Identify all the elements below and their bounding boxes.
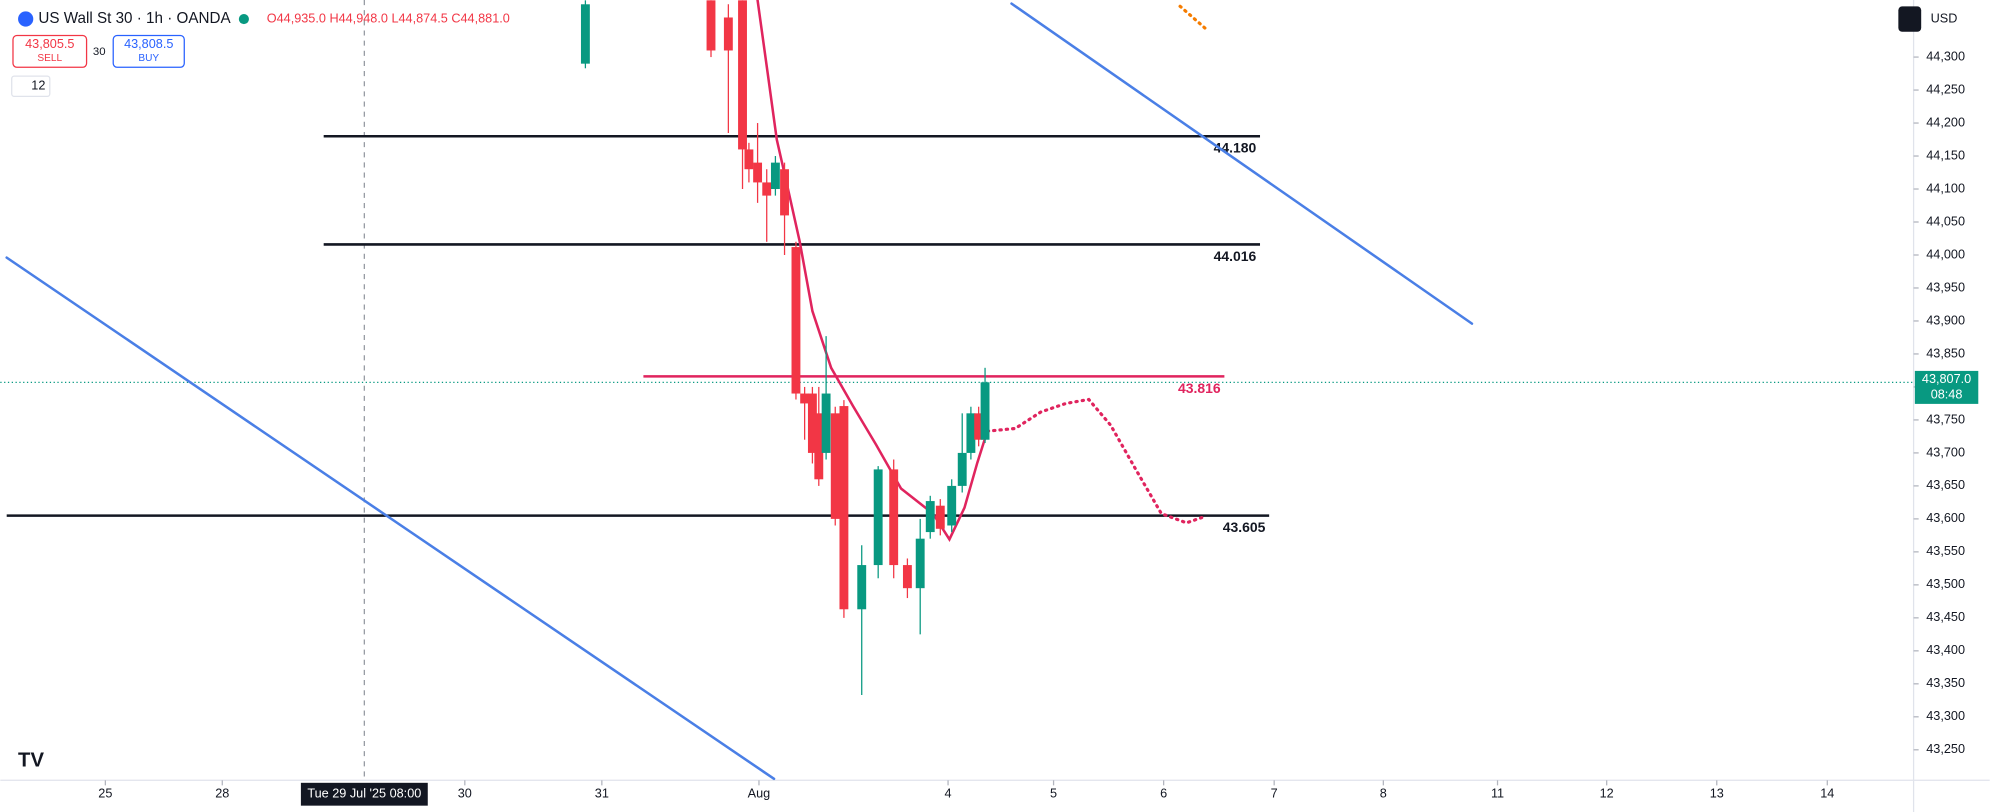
line-series — [5, 256, 776, 781]
candle-body — [770, 162, 780, 190]
y-tick-label: 44,150 — [1926, 148, 1965, 162]
candle-body — [723, 17, 733, 51]
candle-body — [915, 538, 925, 589]
y-tick-label: 43,900 — [1926, 313, 1965, 327]
candle-body — [873, 469, 883, 566]
y-tick-label: 43,700 — [1926, 445, 1965, 459]
crosshair-label: Tue 29 Jul '25 08:00 — [307, 787, 421, 801]
line-series — [985, 397, 1208, 525]
x-tick-label: 11 — [1491, 787, 1504, 801]
candle-body — [744, 149, 754, 170]
x-tick-label: 13 — [1710, 787, 1724, 801]
candle-body — [902, 565, 912, 589]
candle-body — [800, 393, 810, 404]
indicator-count: 12 — [31, 79, 45, 93]
x-tick-label: 25 — [98, 787, 112, 801]
candle-body — [738, 0, 747, 150]
x-tick-label: 6 — [1160, 787, 1167, 801]
sell-button[interactable] — [12, 34, 88, 68]
candle-body — [780, 169, 789, 216]
x-tick-label: 12 — [1600, 787, 1614, 801]
candle-body — [791, 247, 801, 394]
x-tick-label: 30 — [458, 787, 472, 801]
status-dot — [238, 13, 249, 25]
y-tick-label: 43,300 — [1926, 709, 1965, 723]
y-tick-label: 44,050 — [1926, 214, 1965, 228]
level-label: 43.816 — [1178, 380, 1221, 396]
x-tick-label: 31 — [595, 787, 609, 801]
candle-body — [839, 406, 849, 610]
x-tick-label: 7 — [1271, 787, 1278, 801]
y-tick-label: 43,350 — [1926, 676, 1965, 690]
candle-body — [935, 505, 945, 529]
candle-body — [966, 413, 976, 453]
candle-body — [821, 393, 831, 453]
countdown: 08:48 — [1931, 387, 1963, 401]
scale-button[interactable] — [1898, 6, 1922, 32]
line-series — [1010, 2, 1474, 325]
buy-price: 43,808.5 — [124, 37, 173, 51]
candle-body — [957, 452, 967, 486]
y-tick-label: 43,550 — [1926, 544, 1965, 558]
x-tick-label: 8 — [1380, 787, 1387, 801]
candle-body — [857, 565, 867, 610]
logo: TV — [18, 750, 44, 772]
symbol: US Wall St 30 · 1h · OANDA — [38, 10, 231, 27]
x-tick-label: 4 — [945, 787, 952, 801]
y-tick-label: 44,100 — [1926, 181, 1965, 195]
last-price-label: 43,807.0 — [1922, 372, 1971, 386]
currency: USD — [1931, 11, 1958, 25]
buy-button[interactable] — [112, 34, 185, 68]
symbol-icon — [18, 11, 34, 27]
y-tick-label: 43,450 — [1926, 610, 1965, 624]
candle-body — [830, 413, 840, 519]
x-tick-label: 5 — [1050, 787, 1057, 801]
line-series — [756, 0, 989, 542]
candle-body — [807, 393, 817, 453]
y-tick-label: 44,000 — [1926, 247, 1965, 261]
crosshair-label-bg — [300, 782, 428, 806]
x-tick-label: 14 — [1820, 787, 1834, 801]
candle-body — [947, 485, 957, 526]
level-label: 43.605 — [1223, 519, 1266, 535]
sell-price: 43,805.5 — [25, 37, 74, 51]
y-tick-label: 43,600 — [1926, 511, 1965, 525]
sell-label: SELL — [37, 53, 62, 64]
y-tick-label: 43,950 — [1926, 280, 1965, 294]
level-label: 44.016 — [1214, 248, 1257, 264]
spread: 30 — [93, 46, 106, 58]
x-tick-label: Aug — [748, 787, 771, 801]
y-tick-label: 44,300 — [1926, 49, 1965, 63]
last-price-bg — [1914, 370, 1979, 404]
buy-label: BUY — [138, 53, 159, 64]
candle-body — [762, 182, 772, 196]
y-tick-label: 44,200 — [1926, 115, 1965, 129]
x-tick-label: 28 — [215, 787, 229, 801]
y-tick-label: 43,750 — [1926, 412, 1965, 426]
candle-body — [980, 382, 990, 440]
indicators-toggle[interactable] — [11, 75, 51, 98]
candle-body — [925, 501, 935, 533]
candle-body — [580, 4, 590, 64]
candle-body — [753, 162, 763, 183]
y-tick-label: 43,500 — [1926, 577, 1965, 591]
candle-body — [889, 469, 899, 566]
y-tick-label: 43,650 — [1926, 478, 1965, 492]
y-tick-label: 43,250 — [1926, 742, 1965, 756]
candle-body — [974, 413, 984, 440]
ohlc: O44,935.0 H44,948.0 L44,874.5 C44,881.0 — [267, 11, 510, 25]
candle-body — [706, 0, 716, 51]
y-tick-label: 43,850 — [1926, 346, 1965, 360]
y-tick-label: 43,400 — [1926, 643, 1965, 657]
y-tick-label: 44,250 — [1926, 82, 1965, 96]
candle-body — [814, 413, 824, 480]
line-series — [1178, 4, 1210, 33]
